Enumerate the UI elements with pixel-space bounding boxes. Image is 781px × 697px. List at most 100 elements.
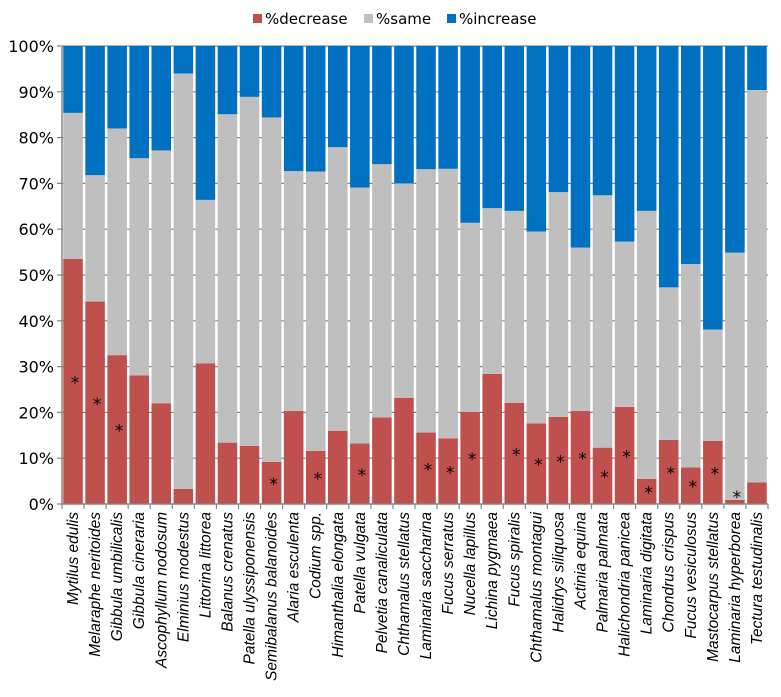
- bar-stack-fucus-vesiculosus: [681, 46, 701, 504]
- bar-pct-increase-fucus-vesiculosus: [681, 46, 701, 265]
- bar-pct-same-elminius-modestus: [173, 73, 194, 489]
- bar-pct-decrease-nucella-lapillus: [460, 411, 480, 504]
- significance-asterisk: *: [666, 464, 675, 484]
- bar-pct-same-patella-vulgata: [350, 187, 370, 444]
- bar-pct-decrease-mytilus-edulis: [63, 258, 83, 504]
- significance-asterisk: *: [512, 445, 521, 465]
- significance-asterisk: *: [733, 488, 742, 508]
- x-tick-label-ascophyllum-nodosum: Ascophyllum nodosum: [153, 512, 170, 669]
- bar-pct-same-mastocarpus-stellatus: [703, 329, 723, 441]
- bar-pct-decrease-himanthalia-elongata: [328, 430, 348, 504]
- bar-stack-elminius-modestus: [173, 46, 194, 504]
- bar-pct-same-chthamalus-stellatus: [394, 183, 414, 398]
- bar-stack-chthamalus-montagui: [526, 46, 547, 504]
- bar-pct-same-fucus-vesiculosus: [681, 264, 701, 468]
- x-tick-label-halidrys-siliquosa: Halidrys siliquosa: [550, 512, 567, 633]
- bar-pct-decrease-palmaria-palmata: [592, 447, 613, 504]
- bar-pct-increase-tectura-testudinalis: [747, 46, 767, 90]
- bar-pct-increase-chthamalus-stellatus: [394, 46, 414, 184]
- bar-pct-increase-gibbula-cineraria: [129, 46, 149, 159]
- legend-item-pct-decrease: %decrease: [253, 10, 348, 28]
- bar-pct-increase-elminius-modestus: [173, 46, 194, 74]
- bar-pct-decrease-fucus-serratus: [438, 438, 458, 504]
- bar-pct-increase-lichina-pygmaea: [482, 46, 502, 209]
- bar-pct-increase-actinia-equina: [570, 46, 591, 248]
- x-tick-label-littorina-littorea: Littorina littorea: [197, 512, 214, 618]
- bar-pct-same-ascophyllum-nodosum: [151, 150, 172, 404]
- bar-pct-same-lichina-pygmaea: [482, 208, 502, 374]
- y-tick-label: 10%: [18, 449, 54, 468]
- legend-label: %same: [376, 10, 431, 28]
- bar-pct-decrease-lichina-pygmaea: [482, 373, 502, 504]
- bar-pct-increase-mastocarpus-stellatus: [703, 46, 723, 330]
- bar-pct-same-littorina-littorea: [195, 199, 216, 364]
- y-axis-ticks: 0% 10% 20% 30% 40% 50% 60% 70% 80% 90% 100%: [8, 37, 62, 514]
- bar-pct-same-fucus-serratus: [438, 168, 458, 439]
- significance-asterisk: *: [578, 450, 587, 470]
- significance-asterisk: *: [446, 463, 455, 483]
- bar-pct-same-patella-ulyssiponensis: [239, 96, 260, 446]
- bar-pct-increase-chondrus-crispus: [658, 46, 679, 288]
- bar-pct-same-alaria-esculenta: [283, 171, 304, 412]
- bar-pct-increase-fucus-serratus: [438, 46, 458, 169]
- x-tick-label-patella-vulgata: Patella vulgata: [352, 512, 369, 614]
- bar-stack-fucus-serratus: [438, 46, 458, 504]
- y-tick-label: 40%: [18, 312, 54, 331]
- y-tick-label: 30%: [18, 358, 54, 377]
- x-tick-label-fucus-spiralis: Fucus spiralis: [506, 512, 523, 607]
- bar-pct-decrease-patella-vulgata: [350, 443, 370, 504]
- bar-pct-decrease-pelvetia-canaliculata: [372, 417, 392, 504]
- significance-asterisk: *: [93, 395, 102, 415]
- bar-pct-increase-balanus-crenatus: [217, 46, 238, 115]
- legend-swatch: [253, 14, 262, 23]
- significance-markers: * * * * * * * * * * * * * * * * * * * *: [71, 373, 741, 508]
- significance-asterisk: *: [115, 422, 124, 442]
- bar-pct-increase-melaraphe-neritoides: [85, 46, 105, 176]
- bar-pct-same-tectura-testudinalis: [747, 89, 767, 483]
- significance-asterisk: *: [71, 373, 80, 393]
- bar-stack-ascophyllum-nodosum: [151, 46, 172, 504]
- bar-stack-balanus-crenatus: [217, 46, 238, 504]
- x-tick-label-pelvetia-canaliculata: Pelvetia canaliculata: [374, 512, 391, 654]
- bar-stack-laminaria-saccharina: [416, 46, 436, 504]
- x-tick-label-gibbula-umbilicalis: Gibbula umbilicalis: [109, 512, 126, 641]
- bar-pct-same-semibalanus-balanoides: [261, 117, 282, 462]
- bar-pct-decrease-codium-spp: [305, 450, 326, 504]
- x-tick-label-chondrus-crispus: Chondrus crispus: [661, 512, 678, 633]
- y-tick-label: 70%: [18, 174, 54, 193]
- x-tick-label-patella-ulyssiponensis: Patella ulyssiponensis: [242, 512, 259, 665]
- bar-pct-decrease-littorina-littorea: [195, 363, 216, 504]
- bar-pct-decrease-semibalanus-balanoides: [261, 461, 282, 504]
- bar-pct-increase-littorina-littorea: [195, 46, 216, 200]
- bar-pct-same-codium-spp: [305, 171, 326, 451]
- bar-pct-decrease-chondrus-crispus: [658, 439, 679, 504]
- x-tick-label-chthamalus-montagui: Chthamalus montagui: [528, 511, 545, 662]
- x-tick-label-palmaria-palmata: Palmaria palmata: [595, 512, 612, 633]
- significance-asterisk: *: [269, 475, 278, 495]
- bar-stack-semibalanus-balanoides: [261, 46, 282, 504]
- bar-stack-halichondria-panicea: [614, 46, 635, 504]
- bar-stack-palmaria-palmata: [592, 46, 613, 504]
- x-tick-label-himanthalia-elongata: Himanthalia elongata: [330, 512, 347, 658]
- bar-pct-increase-gibbula-umbilicalis: [107, 46, 127, 129]
- x-tick-label-melaraphe-neritoides: Melaraphe neritoides: [87, 512, 104, 657]
- bar-stack-nucella-lapillus: [460, 46, 480, 504]
- x-tick-label-laminaria-digitata: Laminaria digitata: [639, 512, 656, 635]
- bar-stack-halidrys-siliquosa: [548, 46, 569, 504]
- x-tick-label-mastocarpus-stellatus: Mastocarpus stellatus: [705, 512, 722, 662]
- bar-pct-decrease-tectura-testudinalis: [747, 482, 767, 504]
- legend-item-pct-same: %same: [364, 10, 431, 28]
- bar-pct-same-chondrus-crispus: [658, 287, 679, 440]
- bar-stack-chthamalus-stellatus: [394, 46, 414, 504]
- bar-stack-patella-ulyssiponensis: [239, 46, 260, 504]
- bar-stack-laminaria-hyperborea: [725, 46, 745, 504]
- bar-stack-gibbula-cineraria: [129, 46, 149, 504]
- x-tick-label-tectura-testudinalis: Tectura testudinalis: [749, 512, 766, 645]
- x-tick-label-actinia-equina: Actinia equina: [572, 512, 589, 611]
- y-tick-label: 80%: [18, 129, 54, 148]
- bar-pct-increase-laminaria-saccharina: [416, 46, 436, 170]
- bar-pct-increase-pelvetia-canaliculata: [372, 46, 392, 165]
- y-tick-label: 50%: [18, 266, 54, 285]
- significance-asterisk: *: [600, 468, 609, 488]
- bar-pct-increase-laminaria-hyperborea: [725, 46, 745, 253]
